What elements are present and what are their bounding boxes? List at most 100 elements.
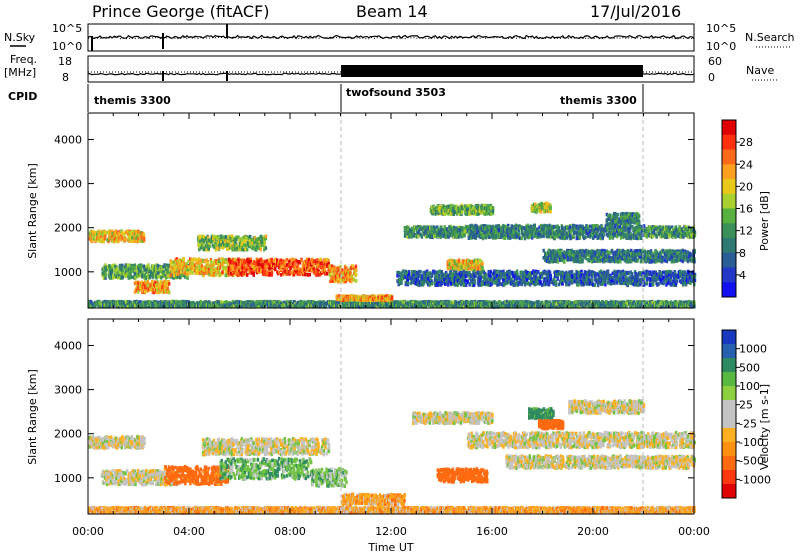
echo-cell bbox=[312, 259, 316, 263]
echo-cell bbox=[116, 304, 119, 309]
cpid-segment-label: themis 3300 bbox=[94, 94, 171, 107]
echo-cell bbox=[285, 269, 289, 274]
echo-cell bbox=[140, 302, 143, 306]
echo-cell bbox=[100, 302, 104, 307]
echo-cell bbox=[128, 239, 131, 243]
echo-cell bbox=[232, 304, 236, 308]
echo-cell bbox=[304, 272, 307, 277]
echo-cell bbox=[117, 239, 120, 243]
nsearch-trace bbox=[87, 36, 695, 40]
echo-cell bbox=[270, 271, 274, 276]
echo-cell bbox=[106, 300, 109, 304]
echo-cell bbox=[99, 234, 103, 238]
echo-cell bbox=[208, 244, 211, 249]
echo-cell bbox=[289, 270, 292, 275]
echo-cell bbox=[210, 260, 213, 265]
echo-cell bbox=[168, 282, 171, 286]
noise-panel: N.Sky 10^5 10^0 10^5 10^0 N.Search bbox=[4, 22, 795, 53]
echo-cell bbox=[264, 246, 268, 250]
echo-cell bbox=[215, 246, 218, 251]
echo-cell bbox=[246, 273, 249, 277]
echo-cell bbox=[264, 234, 268, 239]
echo-cell bbox=[172, 299, 175, 304]
echo-cell bbox=[137, 236, 140, 241]
echo-cell bbox=[315, 300, 319, 305]
echo-cell bbox=[141, 239, 144, 243]
echo-cell bbox=[264, 302, 268, 307]
echo-cell bbox=[252, 272, 255, 277]
echo-cell bbox=[140, 237, 143, 241]
echo-cell bbox=[144, 304, 148, 308]
echo-cell bbox=[208, 302, 211, 306]
echo-cell bbox=[292, 257, 296, 262]
echo-cell bbox=[221, 270, 224, 274]
echo-cell bbox=[112, 239, 116, 244]
echo-cell bbox=[249, 234, 252, 239]
echo-cell bbox=[139, 300, 142, 304]
echo-cell bbox=[271, 300, 274, 304]
echo-cell bbox=[139, 239, 142, 243]
echo-cell bbox=[297, 304, 300, 309]
echo-cell bbox=[319, 304, 322, 309]
echo-cell bbox=[133, 239, 137, 244]
freq-label-line1: Freq. bbox=[10, 53, 37, 66]
echo-cell bbox=[110, 234, 114, 239]
echo-cell bbox=[126, 303, 130, 307]
station-title: Prince George (fitACF) bbox=[92, 2, 270, 21]
echo-cell bbox=[136, 302, 139, 307]
echo-cell bbox=[246, 247, 249, 252]
echo-cell bbox=[182, 257, 186, 261]
echo-cell bbox=[244, 304, 248, 309]
echo-cell bbox=[157, 304, 160, 308]
noise-left-tick-bottom: 10^0 bbox=[52, 40, 82, 53]
echo-cell bbox=[176, 303, 179, 308]
echo-cell bbox=[159, 301, 163, 305]
echo-cell bbox=[131, 236, 134, 240]
freq-left-tick-top: 18 bbox=[58, 55, 72, 68]
echo-cell bbox=[88, 299, 91, 304]
echo-cell bbox=[336, 300, 339, 304]
nsearch-label: N.Search bbox=[745, 31, 795, 44]
echo-cell bbox=[225, 300, 228, 305]
echo-cell bbox=[99, 239, 103, 244]
echo-cell bbox=[273, 304, 276, 309]
echo-cell bbox=[231, 261, 234, 265]
echo-cell bbox=[141, 301, 145, 305]
echo-cell bbox=[218, 266, 222, 270]
echo-cell bbox=[88, 305, 91, 309]
echo-cell bbox=[123, 231, 126, 236]
echo-cell bbox=[237, 302, 240, 307]
echo-cell bbox=[333, 304, 337, 308]
echo-cell bbox=[219, 300, 223, 304]
echo-cell bbox=[154, 301, 157, 306]
echo-cell bbox=[243, 303, 246, 307]
echo-cell bbox=[270, 301, 273, 306]
echo-cell bbox=[238, 302, 242, 307]
echo-cell bbox=[94, 231, 97, 235]
echo-cell bbox=[235, 237, 238, 242]
echo-cell bbox=[144, 302, 148, 306]
echo-cell bbox=[152, 303, 156, 307]
echo-cell bbox=[184, 300, 187, 304]
echo-cell bbox=[286, 303, 290, 308]
echo-cell bbox=[110, 300, 113, 304]
echo-cell bbox=[132, 230, 135, 234]
echo-cell bbox=[98, 238, 101, 243]
echo-cell bbox=[206, 260, 210, 265]
cpid-panel: CPID themis 3300 twofsound 3503 themis 3… bbox=[8, 84, 644, 112]
echo-cell bbox=[134, 229, 138, 234]
echo-cell bbox=[111, 232, 114, 236]
echo-cell bbox=[144, 276, 148, 280]
echo-cell bbox=[286, 301, 290, 306]
echo-cell bbox=[121, 230, 124, 235]
noise-right-tick-bottom: 10^0 bbox=[706, 40, 736, 53]
echo-cell bbox=[94, 303, 97, 307]
echo-cell bbox=[130, 301, 133, 305]
echo-cell bbox=[113, 300, 116, 304]
echo-cell bbox=[331, 304, 335, 309]
echo-cell bbox=[176, 301, 179, 306]
echo-cell bbox=[168, 290, 171, 295]
echo-cell bbox=[244, 243, 247, 247]
echo-cell bbox=[307, 299, 310, 304]
